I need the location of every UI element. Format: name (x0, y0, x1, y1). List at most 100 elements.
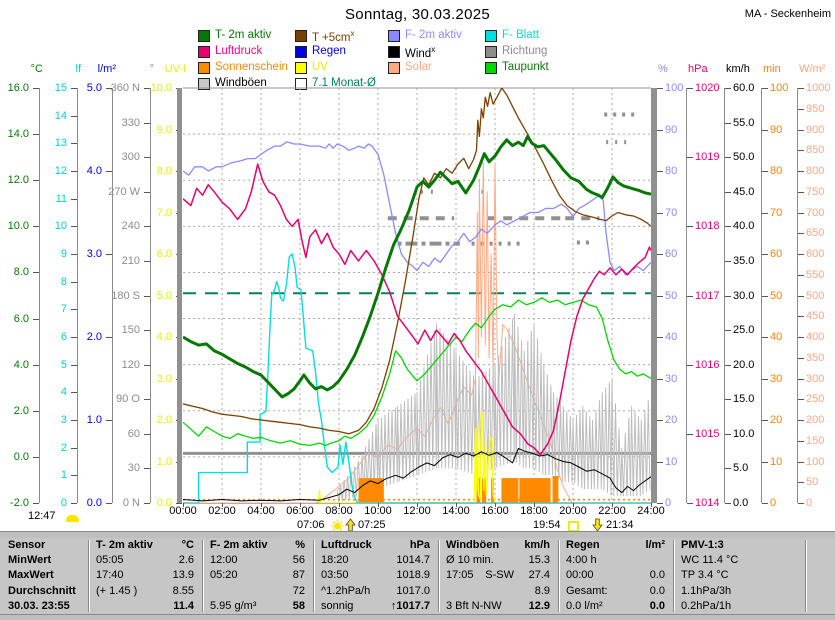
x-axis-tick (300, 503, 301, 507)
axis-unit-kmh: km/h (726, 63, 750, 75)
legend-checkbox[interactable] (198, 78, 210, 90)
legend-item-richtung[interactable]: Richtung (485, 45, 605, 58)
x-axis-label: 08:00 (325, 505, 353, 517)
legend-label: Taupunkt (502, 61, 549, 73)
axis-tick (71, 199, 77, 200)
axis-tick (798, 420, 804, 421)
axis-unit-temp: °C (30, 63, 43, 75)
axis-tick (725, 330, 731, 331)
legend-item-regen[interactable]: Regen (295, 45, 415, 58)
axis-tick (687, 503, 693, 504)
axis-tick-label: 5.0 (86, 82, 102, 94)
legend-checkbox[interactable] (198, 30, 210, 42)
axis-line-kmh (724, 88, 725, 503)
axis-tick-label: 210 (121, 255, 140, 267)
axis-tick-label: 750 (806, 186, 825, 198)
moonset-arrow-icon (592, 518, 603, 532)
sunrise-time: 07:06 (297, 519, 325, 531)
legend-item-windb-en[interactable]: Windböen (198, 77, 318, 90)
axis-tick-label: 1017 (695, 290, 720, 302)
sun-icon (66, 515, 79, 522)
axis-tick (144, 157, 150, 158)
table-header-unit: km/h (524, 539, 550, 551)
legend-item-t-5cm[interactable]: T +5cmx (295, 29, 415, 44)
axis-tick-label: 10.0 (7, 220, 29, 232)
legend-checkbox[interactable] (485, 62, 497, 74)
x-axis-tick (651, 503, 652, 507)
axis-unit-hpa: hPa (688, 63, 708, 75)
axis-tick-label: 350 (806, 352, 825, 364)
axis-tick-label: 400 (806, 331, 825, 343)
axis-tick (657, 130, 663, 131)
axis-unit-rain: l/m² (97, 63, 116, 75)
axis-tick-label: 0.0 (733, 497, 749, 509)
axis-tick (71, 88, 77, 89)
axis-tick-label: 90 (665, 124, 678, 136)
axis-tick-label: 950 (806, 103, 825, 115)
axis-tick (798, 441, 804, 442)
axis-line-lf (77, 88, 78, 503)
legend-item-wind[interactable]: Windx (388, 45, 508, 60)
legend-checkbox[interactable] (295, 78, 307, 90)
axis-tick (798, 275, 804, 276)
table-cell-value: 15.3 (528, 554, 550, 567)
legend-checkbox[interactable] (388, 62, 400, 74)
legend-checkbox[interactable] (485, 46, 497, 58)
axis-unit-uv: UV-I (164, 63, 186, 75)
legend-item-uv[interactable]: UV (295, 61, 415, 74)
axis-tick-label: 3 (60, 414, 67, 426)
axis-tick-label: 60 (127, 428, 140, 440)
axis-tick (798, 296, 804, 297)
table-cell: Durchschnitt (8, 584, 76, 597)
legend-checkbox[interactable] (388, 46, 400, 58)
axis-tick-label: 0 (60, 497, 67, 509)
legend-item-sonnenschein[interactable]: Sonnenschein (198, 61, 318, 74)
page-title: Sonntag, 30.03.2025 (345, 6, 490, 23)
legend-checkbox[interactable] (198, 46, 210, 58)
axis-tick-label: 4.0 (13, 359, 29, 371)
axis-tick-label: -2.0 (10, 497, 29, 509)
axis-tick-label: 60.0 (733, 82, 755, 94)
legend-item-luftdruck[interactable]: Luftdruck (198, 45, 318, 58)
legend-checkbox[interactable] (295, 46, 307, 58)
axis-tick (71, 420, 77, 421)
axis-tick-label: 40.0 (733, 220, 755, 232)
axis-tick-label: 50.0 (733, 151, 755, 163)
axis-tick (762, 462, 768, 463)
legend-item-7-1-monat-[interactable]: 7.1 Monat-Ø (295, 77, 415, 90)
axis-tick (71, 226, 77, 227)
table-cell-value: 87 (292, 569, 305, 582)
axis-tick-label: 0.0 (156, 497, 172, 509)
table-cell: 05:20 (210, 569, 238, 582)
legend-checkbox[interactable] (388, 30, 400, 42)
axis-tick (725, 157, 731, 158)
legend-checkbox[interactable] (485, 30, 497, 42)
legend-item-f-2m-aktiv[interactable]: F- 2m aktiv (388, 29, 508, 42)
table-cell-value: 72 (292, 584, 305, 597)
legend-item-t-2m-aktiv[interactable]: T- 2m aktiv (198, 29, 318, 42)
legend-checkbox[interactable] (295, 62, 307, 74)
moonrise-time: 07:25 (358, 519, 386, 531)
legend-label: T- 2m aktiv (215, 29, 272, 41)
axis-tick (798, 109, 804, 110)
axis-tick (725, 261, 731, 262)
x-axis-tick (456, 503, 457, 507)
axis-tick-label: 200 (806, 414, 825, 426)
table-cell-value: 0.0 (649, 584, 665, 597)
axis-tick-label: 150 (806, 435, 825, 447)
legend-checkbox[interactable] (198, 62, 210, 74)
legend-item-taupunkt[interactable]: Taupunkt (485, 61, 605, 74)
legend-item-f-blatt[interactable]: F- Blatt (485, 29, 605, 42)
axis-tick-label: 100 (770, 82, 789, 94)
axis-tick-label: 100 (806, 456, 825, 468)
axis-tick (106, 503, 112, 504)
axis-line-wm2 (797, 88, 798, 503)
axis-tick-label: 700 (806, 207, 825, 219)
axis-tick (144, 365, 150, 366)
axis-tick-label: 12.0 (7, 174, 29, 186)
legend-checkbox[interactable] (295, 30, 307, 42)
axis-tick (798, 233, 804, 234)
legend-item-solar[interactable]: Solar (388, 61, 508, 74)
axis-tick-label: 360 N (110, 82, 140, 94)
